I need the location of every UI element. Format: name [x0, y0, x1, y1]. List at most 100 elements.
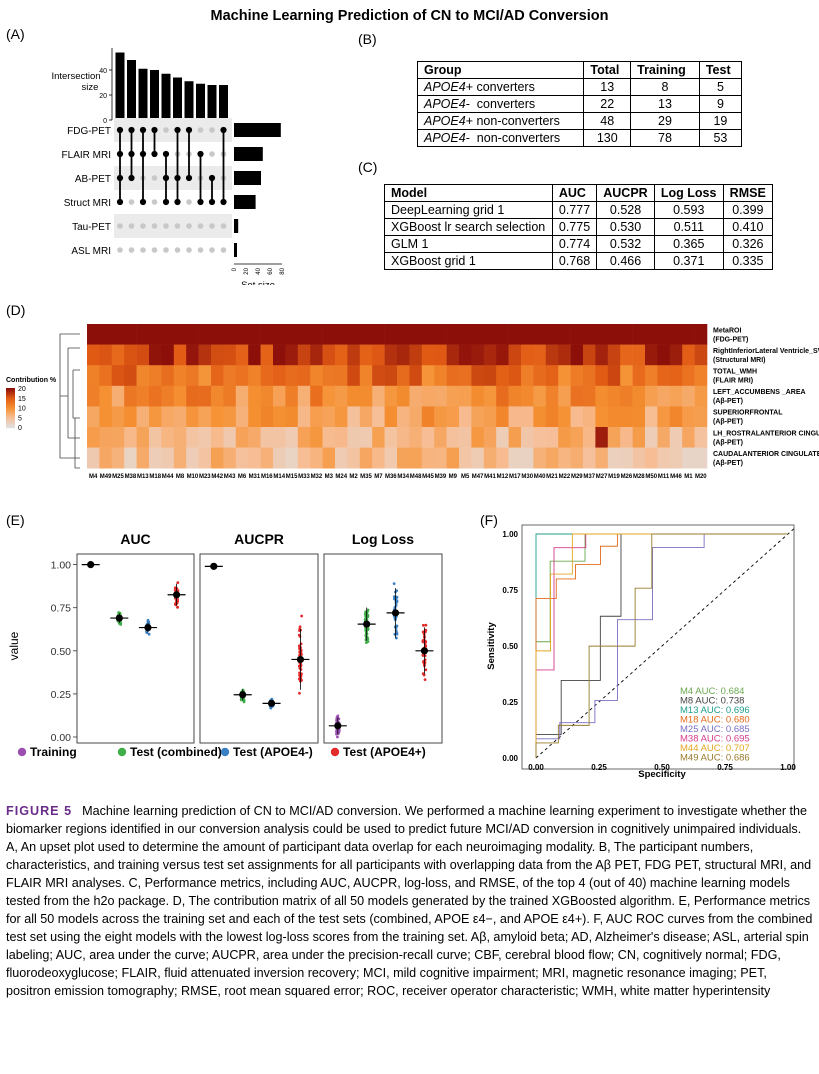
heatmap-cell: [694, 406, 708, 428]
heatmap-cell: [694, 447, 708, 469]
data-point: [337, 730, 341, 734]
heatmap-cell: [372, 365, 385, 387]
data-point: [119, 621, 123, 625]
heatmap-cell: [409, 406, 423, 428]
table-b-header: Total: [583, 61, 632, 79]
heatmap-cell: [583, 427, 596, 448]
roc-legend-label: M13 AUC: 0.696: [680, 705, 750, 716]
legend-tick-label: 15: [18, 396, 26, 403]
heatmap-cell: [335, 365, 348, 387]
heatmap-cell: [211, 324, 224, 345]
heatmap-cell: [397, 324, 410, 345]
heatmap-col-label: M13: [137, 474, 149, 480]
legend-gradient: [6, 427, 15, 429]
mean-point: [115, 614, 123, 622]
matrix-dot-empty: [151, 175, 158, 181]
matrix-dot-empty: [197, 223, 204, 229]
heatmap-cell: [161, 427, 175, 448]
heatmap-cell: [310, 406, 323, 428]
heatmap-cell: [496, 365, 509, 387]
matrix-dot-empty: [128, 199, 135, 205]
participants-table: Group Total Training Test APOE4+ convert…: [416, 61, 743, 147]
data-point: [421, 654, 425, 657]
legend-gradient: [6, 405, 15, 407]
heatmap-cell: [483, 344, 497, 366]
matrix-dot-empty: [220, 247, 227, 253]
data-point: [422, 673, 426, 677]
heatmap-cell: [607, 447, 621, 469]
legend-label: Test (APOE4-): [233, 745, 313, 759]
heatmap-cell: [111, 406, 125, 428]
heatmap-cell: [285, 385, 299, 407]
heatmap-cell: [657, 344, 671, 366]
heatmap-cell: [149, 344, 162, 366]
legend-tick-label: 5: [18, 415, 22, 422]
legend-gradient: [6, 400, 15, 402]
heatmap-cell: [372, 447, 385, 469]
heatmap-col-label: M3: [325, 474, 334, 480]
heatmap-cell: [645, 385, 658, 407]
heatmap-cell: [161, 365, 175, 387]
heatmap-cell: [669, 427, 683, 448]
data-point: [147, 632, 151, 636]
heatmap-cell: [434, 447, 447, 469]
legend-gradient: [6, 399, 15, 401]
heatmap-cell: [322, 406, 336, 428]
heatmap-cell: [607, 344, 621, 366]
heatmap-col-label: M14: [273, 474, 285, 480]
heatmap-col-label: M35: [360, 474, 372, 480]
matrix-dot-filled: [220, 126, 227, 134]
matrix-dot-filled: [139, 126, 147, 134]
heatmap-cell: [409, 344, 423, 366]
heatmap-col-label: M32: [311, 474, 323, 480]
mean-point: [391, 609, 400, 617]
heatmap-row-label: TOTAL_WMH: [713, 369, 757, 376]
heatmap-cell: [508, 365, 522, 387]
legend-tick-label: 0: [18, 425, 22, 432]
heatmap-col-label: M25: [112, 474, 124, 480]
y-axis-label: Sensitivity: [486, 622, 497, 670]
total-cell: 22: [583, 95, 632, 113]
heatmap-cell: [136, 447, 150, 469]
heatmap-cell: [459, 447, 472, 469]
legend-gradient: [6, 406, 15, 408]
table-c-header: Log Loss: [653, 184, 724, 202]
heatmap-cell: [421, 385, 435, 407]
heatmap-cell: [235, 344, 249, 366]
heatmap-cell: [211, 447, 224, 469]
legend-tick-label: 20: [18, 386, 26, 393]
heatmap-cell: [359, 385, 373, 407]
panel-label-e: (E): [6, 512, 25, 528]
model-cell: XGBoost grid 1: [384, 252, 553, 270]
auc-cell: 0.777: [551, 201, 598, 219]
y-tick-label: 0: [103, 118, 107, 125]
heatmap-col-label: M4: [89, 474, 98, 480]
matrix-dot-empty: [209, 151, 215, 157]
heatmap-col-label: M30: [521, 474, 533, 480]
heatmap-cell: [273, 324, 286, 345]
matrix-dot-filled: [174, 198, 181, 206]
heatmap-cell: [87, 447, 100, 469]
legend-gradient: [6, 398, 15, 400]
rmse-cell: 0.399: [722, 201, 774, 219]
table-row: APOE4+ converters 13 8 5: [416, 78, 743, 96]
matrix-dot-filled: [128, 174, 135, 182]
heatmap-cell: [273, 385, 286, 407]
heatmap-cell: [372, 406, 385, 428]
table-c-header: RMSE: [722, 184, 774, 202]
table-b-header: Group: [416, 61, 585, 79]
intersection-bar: [207, 85, 217, 120]
heatmap-cell: [223, 344, 237, 366]
heatmap-cell: [645, 344, 658, 366]
heatmap-cell: [682, 447, 695, 469]
heatmap-cell: [471, 365, 485, 387]
set-size-axis-label: Set size: [241, 280, 275, 285]
heatmap-cell: [483, 385, 497, 407]
legend-key: [220, 747, 230, 757]
training-cell: 8: [630, 78, 700, 96]
heatmap-cell: [459, 427, 472, 448]
performance-metrics-plot: value 0.00 0.25 0.50 0.75 1.00 AUC AUCPR Log Los…: [7, 531, 443, 759]
y-tick-label: 20: [99, 93, 107, 100]
test-cell: 19: [698, 112, 743, 130]
heatmap-cell: [161, 385, 175, 407]
